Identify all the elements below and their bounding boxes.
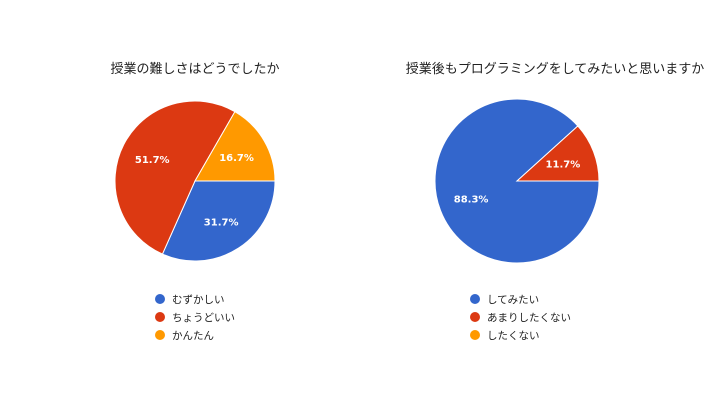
chart-difficulty: 授業の難しさはどうでしたか 31.7% 51.7% 16.7% むずかしい ちょうど… [110,62,280,344]
legend: むずかしい ちょうどいい かんたん [155,290,235,344]
pie-chart: 31.7% 51.7% 16.7% [114,100,276,262]
legend-item: むずかしい [155,290,235,308]
pie-chart: 88.3% 11.7% [434,98,600,264]
legend-swatch [470,294,480,304]
legend-swatch [155,312,165,322]
chart-title: 授業後もプログラミングをしてみたいと思いますか [405,62,705,77]
slice-value-label: 31.7% [204,217,239,228]
legend-swatch [155,330,165,340]
legend-item: したくない [470,326,571,344]
legend: してみたい あまりしたくない したくない [470,290,571,344]
legend-swatch [470,312,480,322]
legend-item: かんたん [155,326,235,344]
legend-label: してみたい [487,293,540,306]
slice-value-label: 51.7% [135,155,170,166]
legend-item: あまりしたくない [470,308,571,326]
legend-item: ちょうどいい [155,308,235,326]
legend-label: したくない [487,329,540,342]
pie-slice-1 [434,98,600,264]
chart-title: 授業の難しさはどうでしたか [110,62,280,77]
legend-label: あまりしたくない [487,311,571,324]
legend-label: むずかしい [172,293,225,306]
pie-slice-2 [515,125,600,182]
chart-continue: 授業後もプログラミングをしてみたいと思いますか 88.3% 11.7% してみたい… [390,0,720,405]
legend-swatch [155,294,165,304]
legend-item: してみたい [470,290,571,308]
pie-slice-1 [161,180,276,262]
pie-slice-3 [194,110,276,182]
slice-value-label: 11.7% [546,159,581,170]
pie-slice-2 [114,100,236,255]
slice-value-label: 16.7% [219,153,254,164]
legend-swatch [470,330,480,340]
legend-label: ちょうどいい [172,311,235,324]
slice-value-label: 88.3% [454,195,489,206]
legend-label: かんたん [172,329,214,342]
